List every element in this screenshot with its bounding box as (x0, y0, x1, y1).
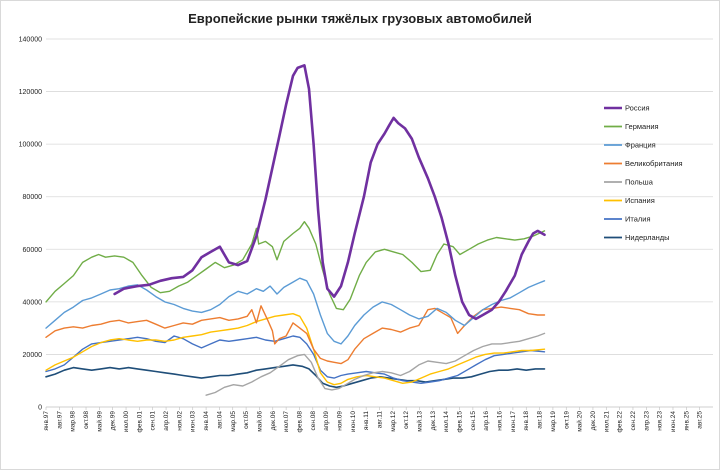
x-tick-label: мар.98 (70, 411, 77, 432)
x-tick-label: июн.17 (510, 411, 517, 433)
x-tick-label: фев.15 (457, 411, 464, 433)
legend-label: Италия (625, 215, 651, 224)
y-tick-label: 120000 (19, 89, 42, 96)
x-tick-label: апр.09 (323, 411, 330, 431)
series-line (45, 335, 546, 384)
legend: Россия Германия Франция Великобритания Польш… (604, 104, 683, 242)
x-tick-label: ноя.16 (497, 411, 504, 431)
x-tick-label: июл.00 (123, 411, 130, 433)
series-line (45, 313, 546, 386)
x-tick-label: июн.03 (190, 411, 197, 433)
series-line (205, 332, 546, 396)
x-tick-label: ноя.09 (336, 411, 343, 431)
x-tick-label: сен.15 (470, 411, 477, 431)
x-tick-label: мар.05 (230, 411, 237, 432)
x-tick-label: окт.19 (563, 411, 570, 429)
y-tick-label: 100000 (19, 142, 42, 149)
x-axis-ticks: янв.97 авг.97 мар.98 окт.98 май.99 дек.99 июл.… (43, 407, 704, 432)
x-tick-label: авг.11 (377, 411, 384, 429)
x-tick-label: авг.04 (216, 411, 223, 429)
x-tick-label: июл.14 (443, 411, 450, 433)
x-tick-label: сен.22 (630, 411, 637, 431)
chart-title: Европейские рынки тяжёлых грузовых автом… (188, 11, 532, 26)
x-tick-label: дек.20 (590, 411, 597, 431)
x-tick-label: янв.25 (683, 411, 690, 431)
y-tick-label: 40000 (23, 299, 43, 306)
series-line (45, 305, 546, 365)
x-tick-label: янв.97 (43, 411, 50, 431)
x-tick-label: мар.12 (390, 411, 397, 432)
x-tick-label: янв.11 (363, 411, 370, 431)
x-tick-label: июл.07 (283, 411, 290, 433)
x-tick-label: окт.12 (403, 411, 410, 429)
series-line (45, 364, 546, 389)
x-tick-label: май.13 (416, 411, 424, 432)
x-tick-label: дек.13 (430, 411, 437, 431)
x-tick-label: авг.25 (697, 411, 704, 429)
x-tick-label: июл.21 (603, 411, 610, 433)
x-tick-label: апр.16 (483, 411, 490, 431)
legend-label: Великобритания (625, 159, 683, 168)
x-tick-label: апр.02 (163, 411, 170, 431)
x-tick-label: сен.01 (150, 411, 157, 431)
gridlines (46, 38, 713, 408)
x-tick-label: янв.18 (523, 411, 530, 431)
y-tick-label: 20000 (23, 352, 43, 359)
series-lines (45, 64, 546, 396)
x-tick-label: янв.04 (203, 411, 210, 431)
x-tick-label: май.20 (576, 411, 584, 432)
x-tick-label: дек.06 (270, 411, 277, 431)
series-line (45, 221, 546, 311)
x-tick-label: июн.10 (350, 411, 357, 433)
x-tick-label: май.06 (255, 411, 263, 432)
x-tick-label: дек.99 (110, 411, 117, 431)
legend-label: Испания (625, 196, 655, 205)
legend-label: Германия (625, 122, 659, 131)
x-tick-label: сен.08 (310, 411, 317, 431)
y-tick-label: 0 (38, 405, 42, 412)
x-tick-label: ноя.23 (657, 411, 664, 431)
x-tick-label: окт.05 (243, 411, 250, 429)
series-line (113, 64, 546, 321)
x-tick-label: фев.08 (296, 411, 303, 433)
legend-label: Франция (625, 141, 656, 150)
x-tick-label: авг.18 (537, 411, 544, 429)
x-tick-label: май.99 (95, 411, 103, 432)
x-tick-label: мар.19 (550, 411, 557, 432)
x-tick-label: апр.23 (643, 411, 650, 431)
x-tick-label: окт.98 (83, 411, 90, 429)
series-line (45, 277, 546, 345)
y-tick-label: 80000 (23, 194, 43, 201)
x-tick-label: фев.22 (617, 411, 624, 433)
legend-label: Нидерланды (625, 233, 670, 242)
y-tick-label: 140000 (19, 37, 42, 44)
x-tick-label: фев.01 (136, 411, 143, 433)
y-tick-label: 60000 (23, 247, 43, 254)
legend-label: Россия (625, 104, 650, 113)
x-tick-label: авг.97 (56, 411, 63, 429)
legend-label: Польша (625, 178, 654, 187)
x-tick-label: июн.24 (670, 411, 677, 433)
y-axis-ticks: 0 20000 40000 60000 80000 100000 120000 140000 (19, 37, 42, 412)
x-tick-label: ноя.02 (176, 411, 183, 431)
